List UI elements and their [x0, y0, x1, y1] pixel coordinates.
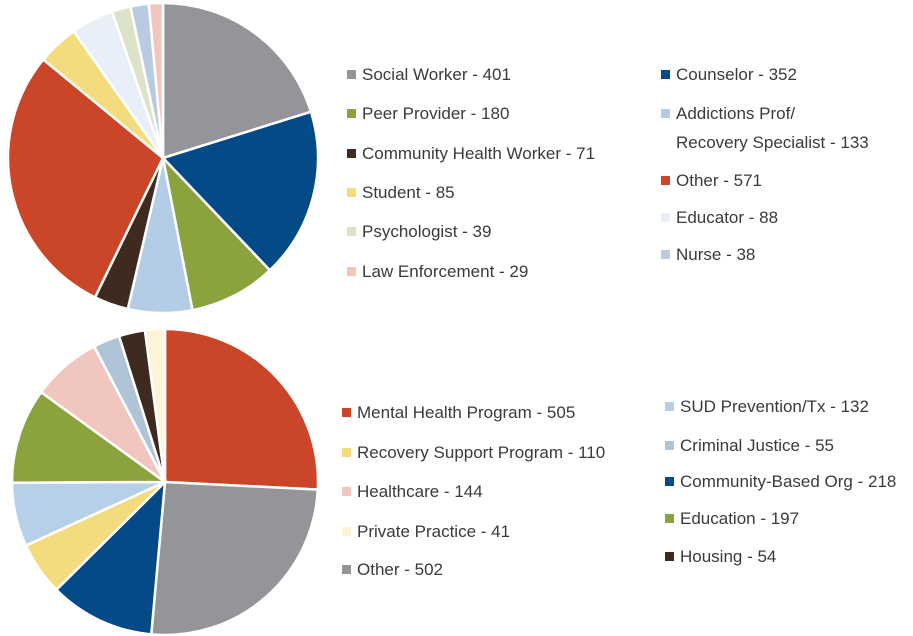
legend-label: Criminal Justice - 55 [680, 436, 834, 455]
pie-slice [147, 1, 165, 159]
legend-swatch [342, 408, 351, 417]
legend-label: Social Worker - 401 [362, 65, 511, 84]
legend-swatch [347, 227, 356, 236]
legend-swatch [661, 250, 670, 259]
legend-label: Recovery Support Program - 110 [357, 443, 606, 462]
legend-swatch [342, 565, 351, 574]
legend-swatch [661, 109, 670, 118]
legend-swatch [665, 477, 674, 486]
legend-swatch [665, 441, 674, 450]
legend-entry: Recovery Support Program - 110 [342, 438, 606, 467]
legend-label: Educator - 88 [676, 208, 779, 227]
legend-swatch [347, 109, 356, 118]
legend-label: Addictions Prof/ Recovery Specialist - 1… [676, 104, 869, 152]
legend-entry: Addictions Prof/ Recovery Specialist - 1… [661, 99, 869, 157]
legend-label: Psychologist - 39 [362, 222, 492, 241]
legend-entry: Nurse - 38 [661, 240, 756, 269]
legend-label: Mental Health Program - 505 [357, 403, 576, 422]
legend-swatch [661, 176, 670, 185]
legend-swatch [347, 267, 356, 276]
legend-swatch [342, 527, 351, 536]
legend-label: Private Practice - 41 [357, 522, 511, 541]
legend-swatch [347, 149, 356, 158]
legend-label: Peer Provider - 180 [362, 104, 510, 123]
pie-slice [163, 327, 320, 491]
legend-label: Counselor - 352 [676, 65, 797, 84]
pie-slice [54, 478, 167, 636]
pie-slice [143, 327, 167, 483]
legend-label: Other - 571 [676, 171, 762, 190]
legend-entry: Community Health Worker - 71 [347, 139, 596, 168]
legend-label: Healthcare - 144 [357, 482, 483, 501]
legend-label: Other - 502 [357, 560, 443, 579]
legend-label: Community Health Worker - 71 [362, 144, 596, 163]
legend-swatch [342, 448, 351, 457]
legend-entry: Educator - 88 [661, 203, 779, 232]
legend-label: Student - 85 [362, 183, 455, 202]
legend-swatch [347, 70, 356, 79]
legend-entry: Healthcare - 144 [342, 477, 483, 506]
pie-slice [6, 57, 165, 299]
legend-entry: Education - 197 [665, 504, 800, 533]
pie-slice [149, 480, 320, 636]
legend-entry: Private Practice - 41 [342, 517, 511, 546]
legend-entry: Criminal Justice - 55 [665, 431, 834, 460]
legend-swatch [665, 402, 674, 411]
pie-slice [160, 154, 272, 312]
legend-swatch [342, 487, 351, 496]
legend-label: SUD Prevention/Tx - 132 [680, 397, 869, 416]
legend-label: Nurse - 38 [676, 245, 756, 264]
legend-entry: Student - 85 [347, 178, 455, 207]
legend-swatch [347, 188, 356, 197]
legend-swatch [661, 70, 670, 79]
legend-entry: Mental Health Program - 505 [342, 398, 576, 427]
legend-entry: Housing - 54 [665, 542, 777, 571]
legend-entry: Counselor - 352 [661, 60, 797, 89]
legend-swatch [665, 552, 674, 561]
pie-slice [10, 390, 169, 484]
legend-entry: Other - 571 [661, 166, 762, 195]
legend-entry: Law Enforcement - 29 [347, 257, 529, 286]
legend-label: Community-Based Org - 218 [680, 472, 897, 491]
legend-entry: SUD Prevention/Tx - 132 [665, 392, 869, 421]
legend-entry: Social Worker - 401 [347, 60, 511, 89]
pie-slice [161, 1, 313, 160]
legend-swatch [665, 514, 674, 523]
legend-swatch [661, 213, 670, 222]
pie-slice [160, 110, 320, 273]
legend-entry: Psychologist - 39 [347, 217, 492, 246]
legend-entry: Other - 502 [342, 555, 443, 584]
legend-entry: Peer Provider - 180 [347, 99, 510, 128]
legend-label: Housing - 54 [680, 547, 777, 566]
legend-entry: Community-Based Org - 218 [665, 467, 897, 496]
legend-label: Law Enforcement - 29 [362, 262, 529, 281]
legend-label: Education - 197 [680, 509, 800, 528]
